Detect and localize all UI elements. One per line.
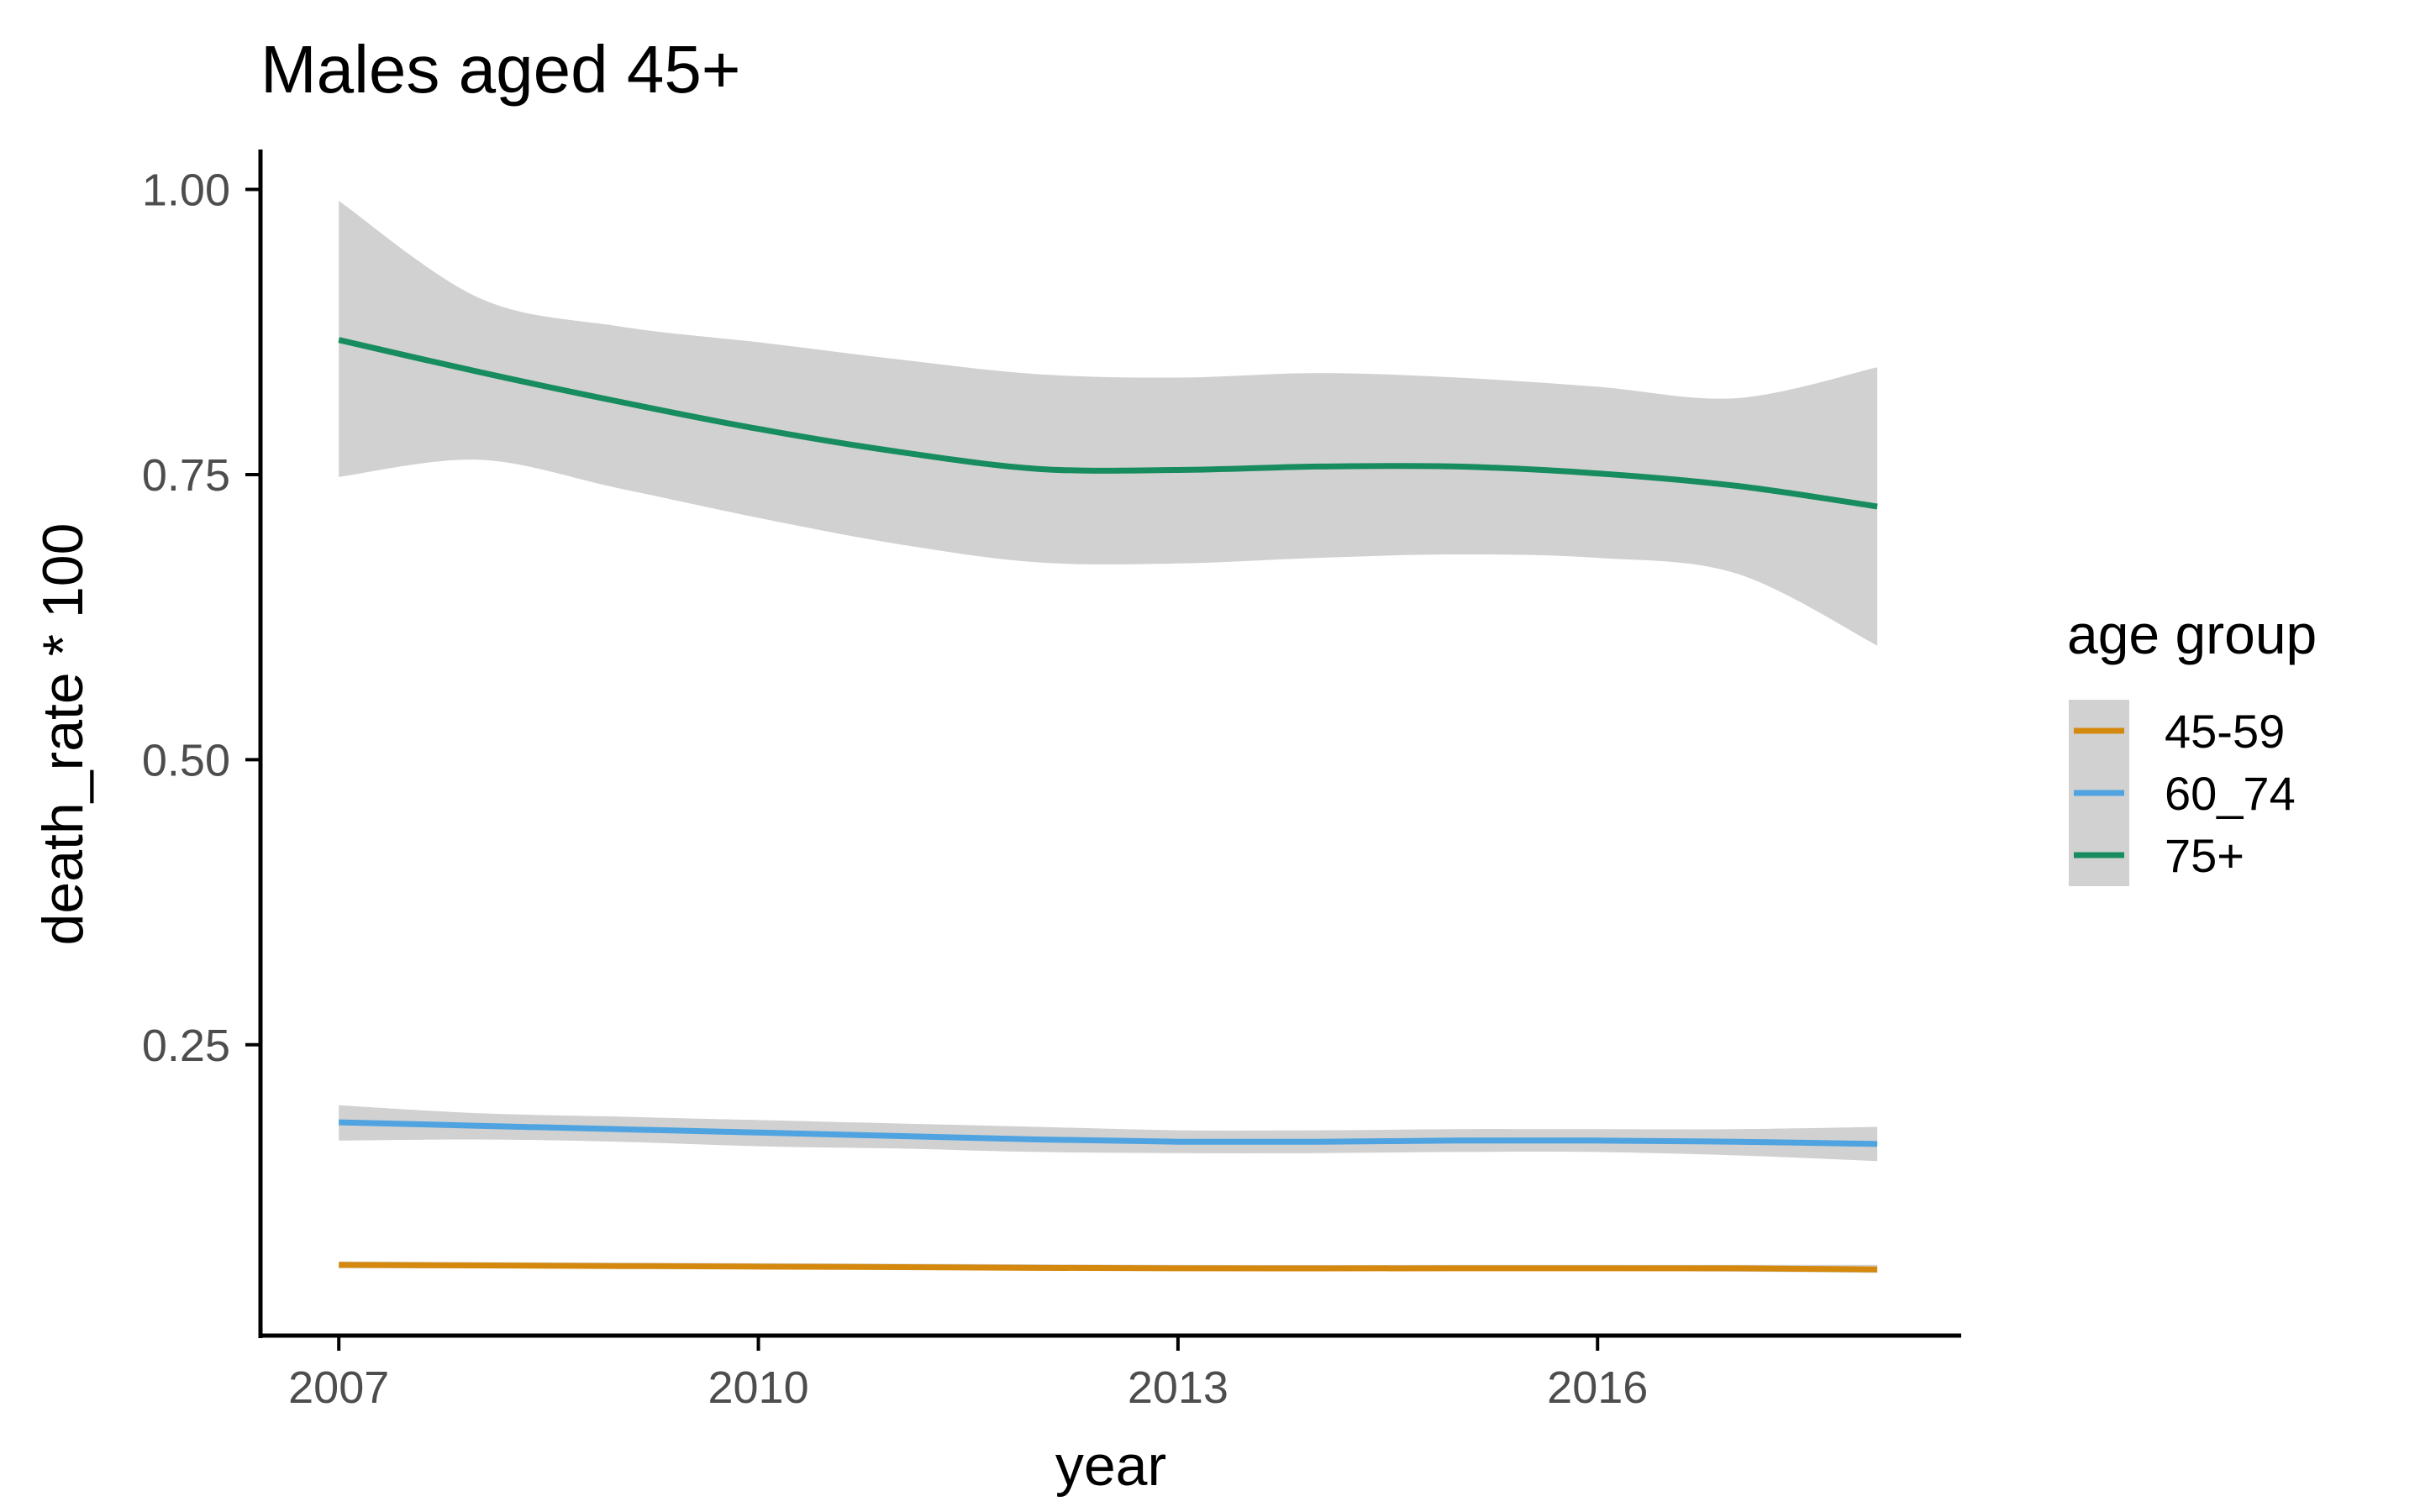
series-line-0	[339, 1262, 1878, 1273]
x-tick-label: 2010	[708, 1362, 808, 1413]
y-tick-label: 0.25	[142, 1021, 230, 1071]
legend-title: age group	[2067, 603, 2317, 665]
series-line-2	[338, 337, 1878, 510]
legend-label-0: 45-59	[2165, 705, 2285, 758]
legend-label-2: 75+	[2165, 829, 2244, 882]
x-tick-label: 2007	[288, 1362, 389, 1413]
series-lines	[338, 337, 1878, 1273]
confidence-bands	[339, 201, 1878, 1273]
legend: age group 45-59 60_74 75+	[2067, 603, 2317, 886]
x-tick-label: 2016	[1547, 1362, 1648, 1413]
confidence-band-1	[339, 1105, 1878, 1162]
y-axis-title: death_rate * 100	[31, 523, 95, 946]
x-axis: 2007 2010 2013 2016	[259, 1333, 1961, 1413]
chart-title: Males aged 45+	[260, 32, 741, 107]
series-line-1	[339, 1119, 1878, 1147]
x-tick-label: 2013	[1128, 1362, 1228, 1413]
y-tick-label: 0.50	[142, 735, 230, 785]
y-tick-label: 1.00	[142, 165, 230, 216]
y-axis: 0.25 0.50 0.75 1.00	[142, 150, 263, 1338]
y-tick-label: 0.75	[142, 450, 230, 501]
legend-items: 45-59 60_74 75+	[2074, 705, 2296, 882]
legend-label-1: 60_74	[2165, 767, 2296, 820]
x-axis-title: year	[1055, 1434, 1166, 1498]
confidence-band-2	[339, 201, 1878, 646]
